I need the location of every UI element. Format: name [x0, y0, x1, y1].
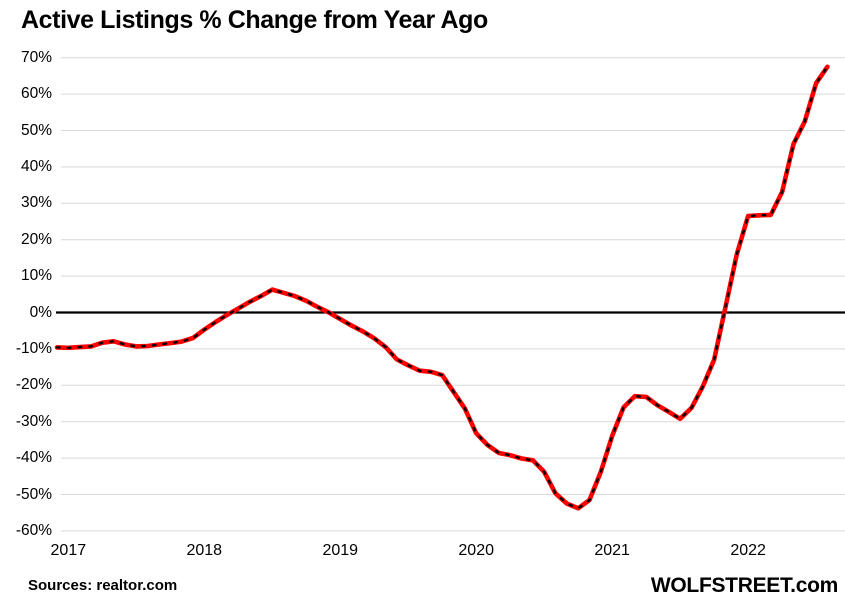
data-series-layer	[54, 64, 830, 511]
y-axis-tick-label: 50%	[20, 121, 52, 139]
y-axis-tick-label: 70%	[20, 48, 52, 66]
y-axis-tick-label: 40%	[20, 157, 52, 175]
x-axis-tick-label: 2020	[458, 542, 494, 559]
x-axis-tick-label: 2019	[322, 542, 359, 559]
y-axis-tick-label: -10%	[15, 339, 52, 357]
y-axis-tick-label: -50%	[15, 485, 52, 503]
y-axis-tick-label: -20%	[15, 376, 52, 394]
data-line-dash-overlay	[55, 65, 829, 510]
x-axis-tick-label: 2017	[50, 542, 87, 559]
data-line-red	[54, 64, 830, 511]
x-axis-tick-label: 2022	[730, 542, 766, 559]
gridlines-layer	[56, 57, 845, 532]
y-axis-tick-label: -40%	[15, 449, 52, 467]
y-axis-tick-label: 30%	[20, 194, 52, 212]
y-axis-tick-label: -30%	[15, 412, 52, 430]
y-axis-tick-label: 20%	[20, 230, 52, 248]
y-axis-tick-label: -60%	[15, 521, 52, 539]
chart-title: Active Listings % Change from Year Ago	[21, 6, 488, 34]
y-axis-tick-label: 10%	[20, 267, 52, 285]
x-axis-tick-label: 2018	[186, 542, 223, 559]
y-axis-tick-label: 60%	[20, 85, 52, 103]
watermark: WOLFSTREET.com	[650, 574, 838, 597]
sources-label: Sources: realtor.com	[28, 577, 178, 594]
x-axis-tick-label: 2021	[594, 542, 630, 559]
y-axis-tick-label: 0%	[29, 303, 52, 321]
